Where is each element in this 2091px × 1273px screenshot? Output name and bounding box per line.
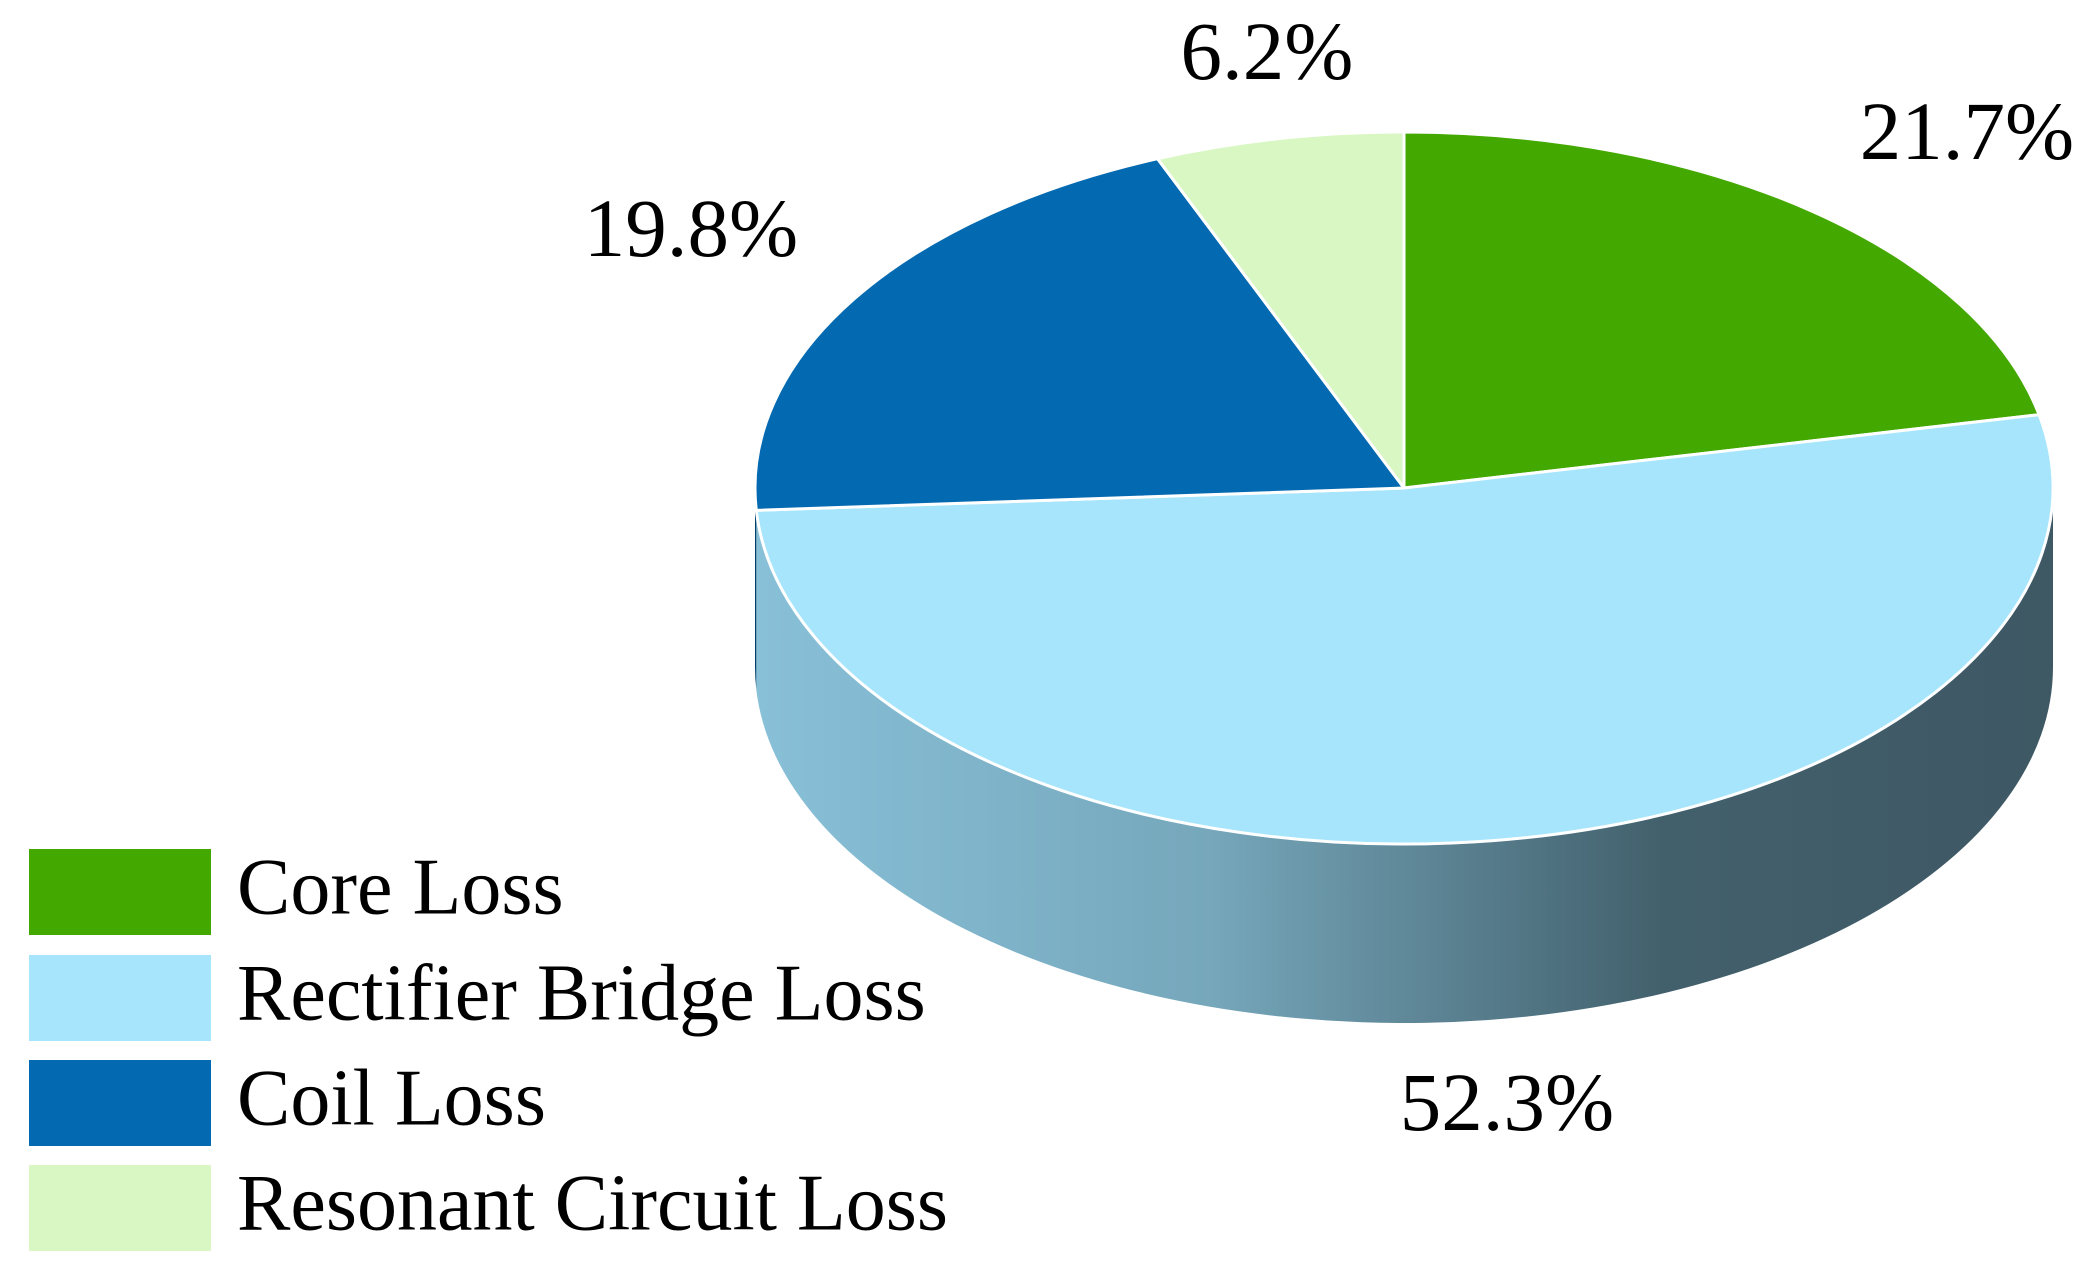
legend-label: Resonant Circuit Loss [237,1159,948,1247]
data-label: 21.7% [1860,85,2074,177]
legend-swatch [29,849,211,935]
legend-swatch [29,955,211,1041]
data-label: 6.2% [1181,5,1354,97]
legend-label: Core Loss [237,843,564,931]
legend-swatch [29,1165,211,1251]
pie-side [756,488,2053,1024]
pie-slice [1156,130,1406,490]
pie-slice [753,157,1406,512]
data-label: 19.8% [584,182,798,274]
pie-slice [1402,130,2041,490]
pie-slice [754,413,2055,846]
legend-label: Coil Loss [237,1054,546,1142]
pie-side [755,488,757,690]
legend-label: Rectifier Bridge Loss [237,949,926,1037]
legend-swatch [29,1060,211,1146]
data-label: 52.3% [1400,1056,1614,1148]
